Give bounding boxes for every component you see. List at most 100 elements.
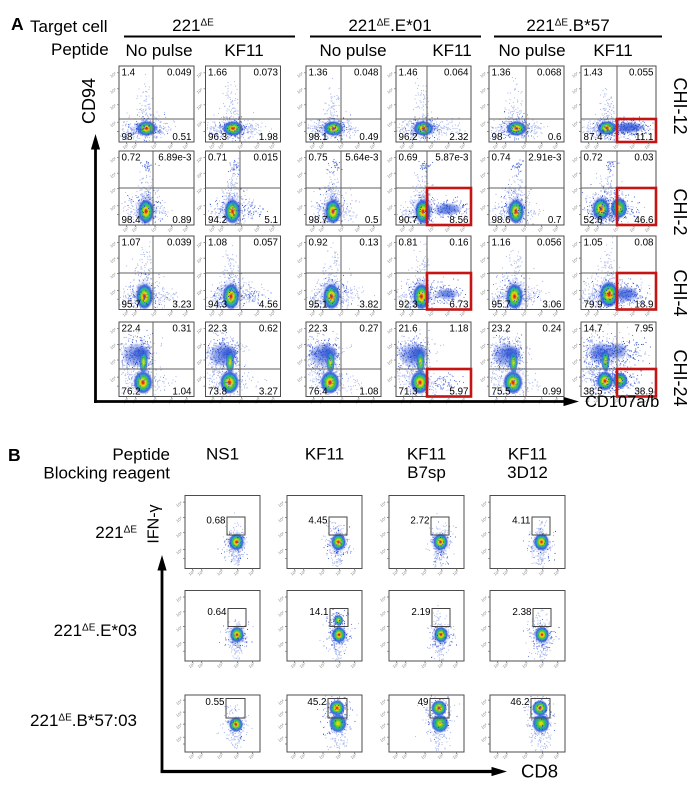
svg-text:0.74: 0.74 (492, 153, 512, 164)
svg-text:104: 104 (480, 710, 488, 718)
svg-text:0.27: 0.27 (359, 324, 378, 335)
svg-text:103: 103 (217, 310, 225, 318)
svg-text:103: 103 (407, 225, 415, 233)
svg-text:104: 104 (479, 187, 487, 195)
svg-text:104: 104 (386, 358, 394, 366)
svg-text:104: 104 (386, 156, 394, 164)
svg-text:98.7: 98.7 (309, 215, 328, 226)
svg-text:104: 104 (195, 327, 203, 335)
svg-text:104: 104 (175, 531, 183, 539)
svg-text:75.5: 75.5 (492, 387, 512, 398)
svg-text:103: 103 (500, 310, 508, 318)
svg-text:4.56: 4.56 (259, 300, 279, 311)
svg-text:103: 103 (500, 142, 508, 150)
svg-text:104: 104 (571, 171, 579, 179)
svg-text:103: 103 (187, 569, 195, 577)
svg-text:103: 103 (458, 142, 466, 150)
svg-text:104: 104 (571, 327, 579, 335)
svg-text:0.24: 0.24 (542, 324, 562, 335)
svg-text:103: 103 (289, 752, 297, 760)
svg-text:103: 103 (443, 225, 451, 233)
svg-text:104: 104 (379, 531, 387, 539)
svg-text:103: 103 (121, 142, 129, 150)
svg-text:103: 103 (247, 661, 255, 669)
svg-text:103: 103 (628, 142, 636, 150)
svg-text:5.1: 5.1 (264, 215, 278, 226)
svg-text:103: 103 (236, 225, 244, 233)
svg-text:94.2: 94.2 (208, 215, 227, 226)
svg-text:104: 104 (195, 288, 203, 296)
svg-text:103: 103 (643, 397, 651, 405)
svg-text:104: 104 (109, 342, 117, 350)
svg-text:103: 103 (398, 310, 406, 318)
svg-text:103: 103 (317, 225, 325, 233)
svg-text:3.06: 3.06 (542, 300, 562, 311)
svg-text:104: 104 (296, 187, 304, 195)
svg-text:104: 104 (175, 547, 183, 555)
svg-text:104: 104 (479, 327, 487, 335)
svg-text:0.75: 0.75 (309, 153, 329, 164)
svg-text:0.049: 0.049 (167, 68, 192, 79)
svg-text:103: 103 (268, 142, 276, 150)
svg-text:103: 103 (643, 142, 651, 150)
svg-text:5.97: 5.97 (449, 387, 468, 398)
svg-text:103: 103 (187, 752, 195, 760)
svg-text:104: 104 (195, 375, 203, 383)
svg-text:0.08: 0.08 (634, 238, 654, 249)
svg-text:103: 103 (443, 310, 451, 318)
svg-text:104: 104 (296, 241, 304, 249)
svg-text:98: 98 (122, 132, 133, 143)
svg-text:104: 104 (571, 71, 579, 79)
svg-text:103: 103 (420, 569, 428, 577)
svg-text:104: 104 (195, 171, 203, 179)
svg-text:104: 104 (296, 87, 304, 95)
svg-text:103: 103 (398, 142, 406, 150)
svg-text:103: 103 (552, 661, 560, 669)
svg-text:A: A (11, 14, 24, 34)
svg-text:104: 104 (195, 271, 203, 279)
svg-text:45.2: 45.2 (307, 697, 326, 708)
svg-text:0.81: 0.81 (399, 238, 418, 249)
svg-text:104: 104 (379, 500, 387, 508)
svg-text:0.49: 0.49 (359, 132, 378, 143)
svg-text:1.04: 1.04 (172, 387, 192, 398)
svg-text:104: 104 (480, 735, 488, 743)
svg-text:8.56: 8.56 (449, 215, 469, 226)
svg-text:103: 103 (451, 752, 459, 760)
svg-text:103: 103 (551, 310, 559, 318)
svg-text:103: 103 (521, 569, 529, 577)
svg-text:0.068: 0.068 (537, 68, 562, 79)
svg-text:104: 104 (195, 241, 203, 249)
svg-text:104: 104 (277, 735, 285, 743)
svg-text:104: 104 (386, 103, 394, 111)
svg-text:103: 103 (216, 661, 224, 669)
svg-text:98.6: 98.6 (492, 215, 512, 226)
svg-text:103: 103 (318, 752, 326, 760)
svg-text:104: 104 (109, 204, 117, 212)
svg-text:103: 103 (628, 310, 636, 318)
svg-text:103: 103 (427, 225, 435, 233)
svg-text:104: 104 (386, 120, 394, 128)
svg-text:103: 103 (353, 310, 361, 318)
svg-text:103: 103 (208, 142, 216, 150)
svg-text:104: 104 (109, 120, 117, 128)
svg-text:0.048: 0.048 (354, 68, 379, 79)
svg-text:104: 104 (571, 256, 579, 264)
svg-text:92.3: 92.3 (399, 300, 419, 311)
svg-text:103: 103 (592, 225, 600, 233)
svg-text:104: 104 (479, 288, 487, 296)
svg-text:104: 104 (379, 735, 387, 743)
svg-text:23.2: 23.2 (492, 324, 511, 335)
svg-text:104: 104 (296, 327, 304, 335)
svg-text:103: 103 (537, 661, 545, 669)
svg-text:103: 103 (491, 142, 499, 150)
svg-text:104: 104 (386, 87, 394, 95)
svg-text:1.43: 1.43 (584, 68, 604, 79)
svg-text:0.16: 0.16 (449, 238, 469, 249)
svg-text:103: 103 (337, 142, 345, 150)
svg-text:104: 104 (571, 271, 579, 279)
svg-text:0.62: 0.62 (259, 324, 278, 335)
svg-text:104: 104 (479, 120, 487, 128)
svg-text:52.6: 52.6 (584, 215, 604, 226)
svg-text:103: 103 (368, 225, 376, 233)
